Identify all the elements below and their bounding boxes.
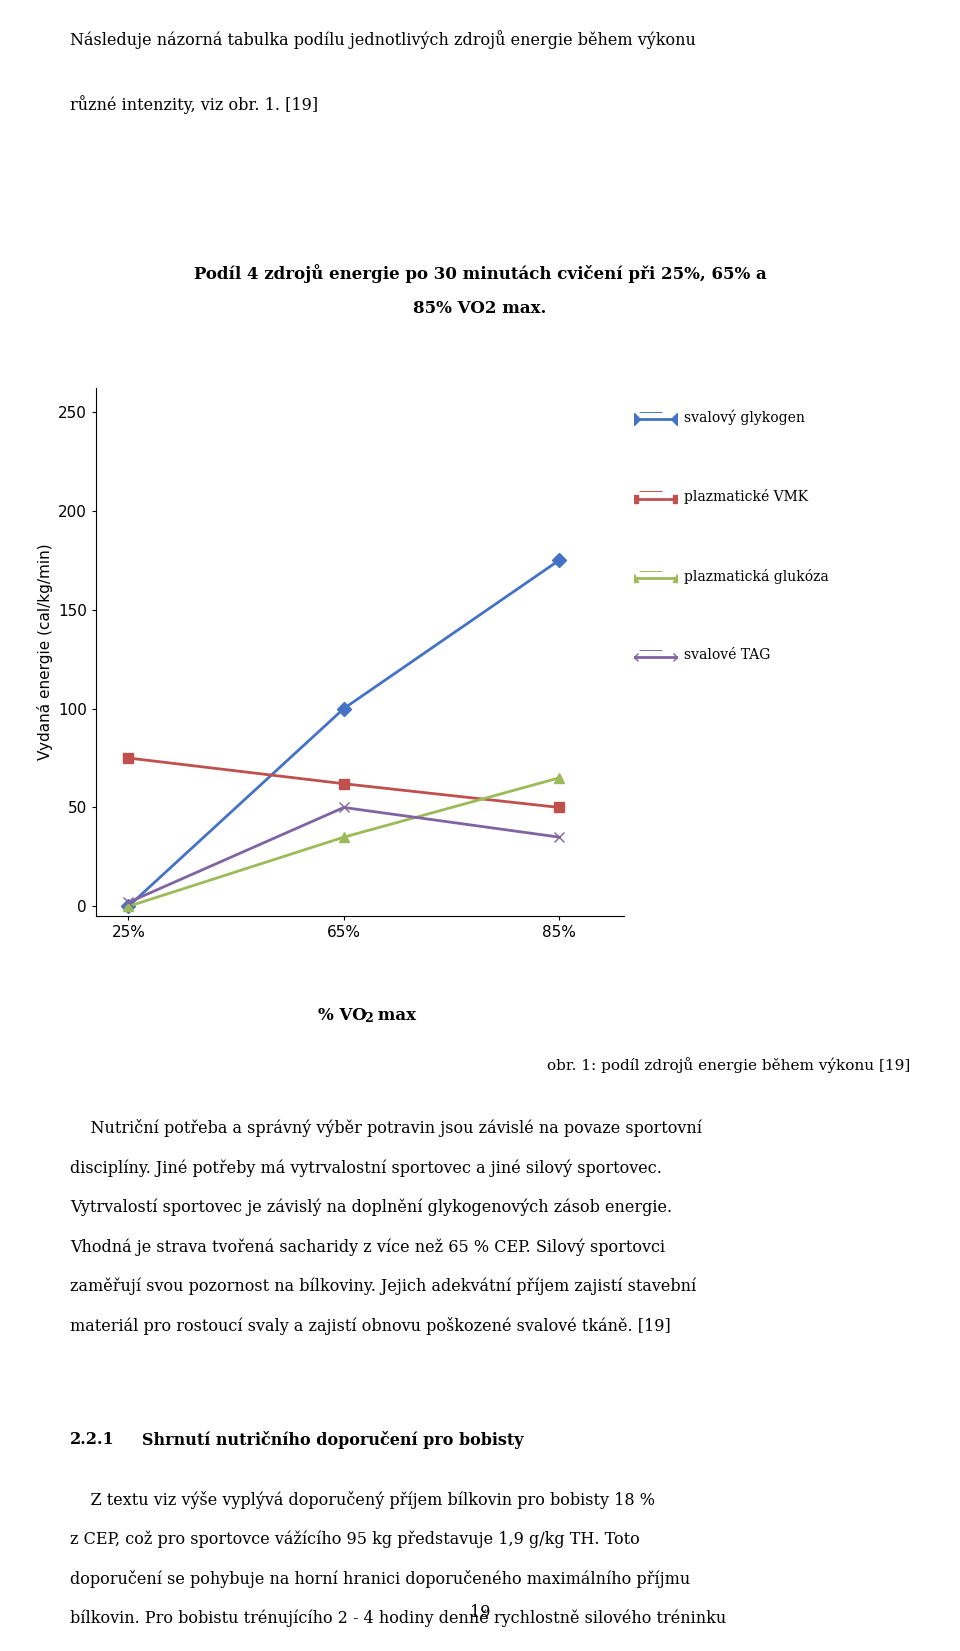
Text: Podíl 4 zdrojů energie po 30 minutách cvičení při 25%, 65% a: Podíl 4 zdrojů energie po 30 minutách cv…	[194, 264, 766, 282]
Line: plazmatická glukóza: plazmatická glukóza	[124, 773, 564, 911]
Text: Z textu viz výše vyplývá doporučený příjem bílkovin pro bobisty 18 %: Z textu viz výše vyplývá doporučený příj…	[70, 1491, 655, 1509]
Text: 2.2.1: 2.2.1	[70, 1431, 115, 1448]
Line: svalový glykogen: svalový glykogen	[124, 555, 564, 911]
Text: zaměřují svou pozornost na bílkoviny. Jejich adekvátní příjem zajistí stavební: zaměřují svou pozornost na bílkoviny. Je…	[70, 1278, 696, 1296]
Text: svalový glykogen: svalový glykogen	[684, 409, 804, 426]
Text: plazmatická glukóza: plazmatická glukóza	[684, 568, 828, 584]
Text: ——: ——	[638, 565, 663, 578]
plazmatická glukóza	[123, 896, 134, 916]
Text: Vhodná je strava tvořená sacharidy z více než 65 % CEP. Silový sportovci: Vhodná je strava tvořená sacharidy z víc…	[70, 1238, 665, 1256]
Text: Následuje názorná tabulka podílu jednotlivých zdrojů energie během výkonu: Následuje názorná tabulka podílu jednotl…	[70, 30, 696, 48]
Text: plazmatické VMK: plazmatické VMK	[684, 489, 807, 505]
Text: obr. 1: podíl zdrojů energie během výkonu [19]: obr. 1: podíl zdrojů energie během výkon…	[547, 1057, 910, 1073]
svalový glykogen	[338, 698, 349, 718]
Line: svalové TAG: svalové TAG	[124, 802, 564, 908]
svalové TAG	[554, 827, 565, 847]
Text: doporučení se pohybuje na horní hranici doporučeného maximálního příjmu: doporučení se pohybuje na horní hranici …	[70, 1570, 690, 1588]
Text: 2: 2	[364, 1012, 372, 1025]
plazmatická glukóza	[338, 827, 349, 847]
svalový glykogen	[123, 896, 134, 916]
svalové TAG	[338, 797, 349, 817]
Text: Nutriční potřeba a správný výběr potravin jsou závislé na povaze sportovní: Nutriční potřeba a správný výběr potravi…	[70, 1119, 702, 1138]
Text: max: max	[372, 1007, 416, 1024]
Y-axis label: Vydaná energie (cal/kg/min): Vydaná energie (cal/kg/min)	[36, 543, 53, 761]
plazmatická glukóza	[554, 768, 565, 788]
Text: bílkovin. Pro bobistu trénujícího 2 - 4 hodiny denně rychlostně silového trénink: bílkovin. Pro bobistu trénujícího 2 - 4 …	[70, 1610, 727, 1628]
Text: ——: ——	[638, 485, 663, 499]
plazmatické VMK	[338, 774, 349, 794]
Text: různé intenzity, viz obr. 1. [19]: různé intenzity, viz obr. 1. [19]	[70, 96, 318, 114]
Text: materiál pro rostoucí svaly a zajistí obnovu poškozené svalové tkáně. [19]: materiál pro rostoucí svaly a zajistí ob…	[70, 1317, 671, 1336]
Text: ——: ——	[638, 406, 663, 419]
plazmatické VMK	[123, 748, 134, 768]
Text: 19: 19	[469, 1605, 491, 1621]
Text: z CEP, což pro sportovce vážícího 95 kg představuje 1,9 g/kg TH. Toto: z CEP, což pro sportovce vážícího 95 kg …	[70, 1530, 639, 1549]
Text: ——: ——	[638, 644, 663, 657]
Text: disciplíny. Jiné potřeby má vytrvalostní sportovec a jiné silový sportovec.: disciplíny. Jiné potřeby má vytrvalostní…	[70, 1159, 662, 1177]
svalový glykogen	[554, 550, 565, 570]
Text: Vytrvalostí sportovec je závislý na doplnění glykogenových zásob energie.: Vytrvalostí sportovec je závislý na dopl…	[70, 1199, 672, 1217]
svalové TAG	[123, 893, 134, 913]
Text: 85% VO2 max.: 85% VO2 max.	[414, 300, 546, 317]
plazmatické VMK	[554, 797, 565, 817]
Text: % VO: % VO	[318, 1007, 367, 1024]
Text: Shrnutí nutričního doporučení pro bobisty: Shrnutí nutričního doporučení pro bobist…	[142, 1431, 523, 1450]
Text: svalové TAG: svalové TAG	[684, 649, 770, 662]
Line: plazmatické VMK: plazmatické VMK	[124, 753, 564, 812]
